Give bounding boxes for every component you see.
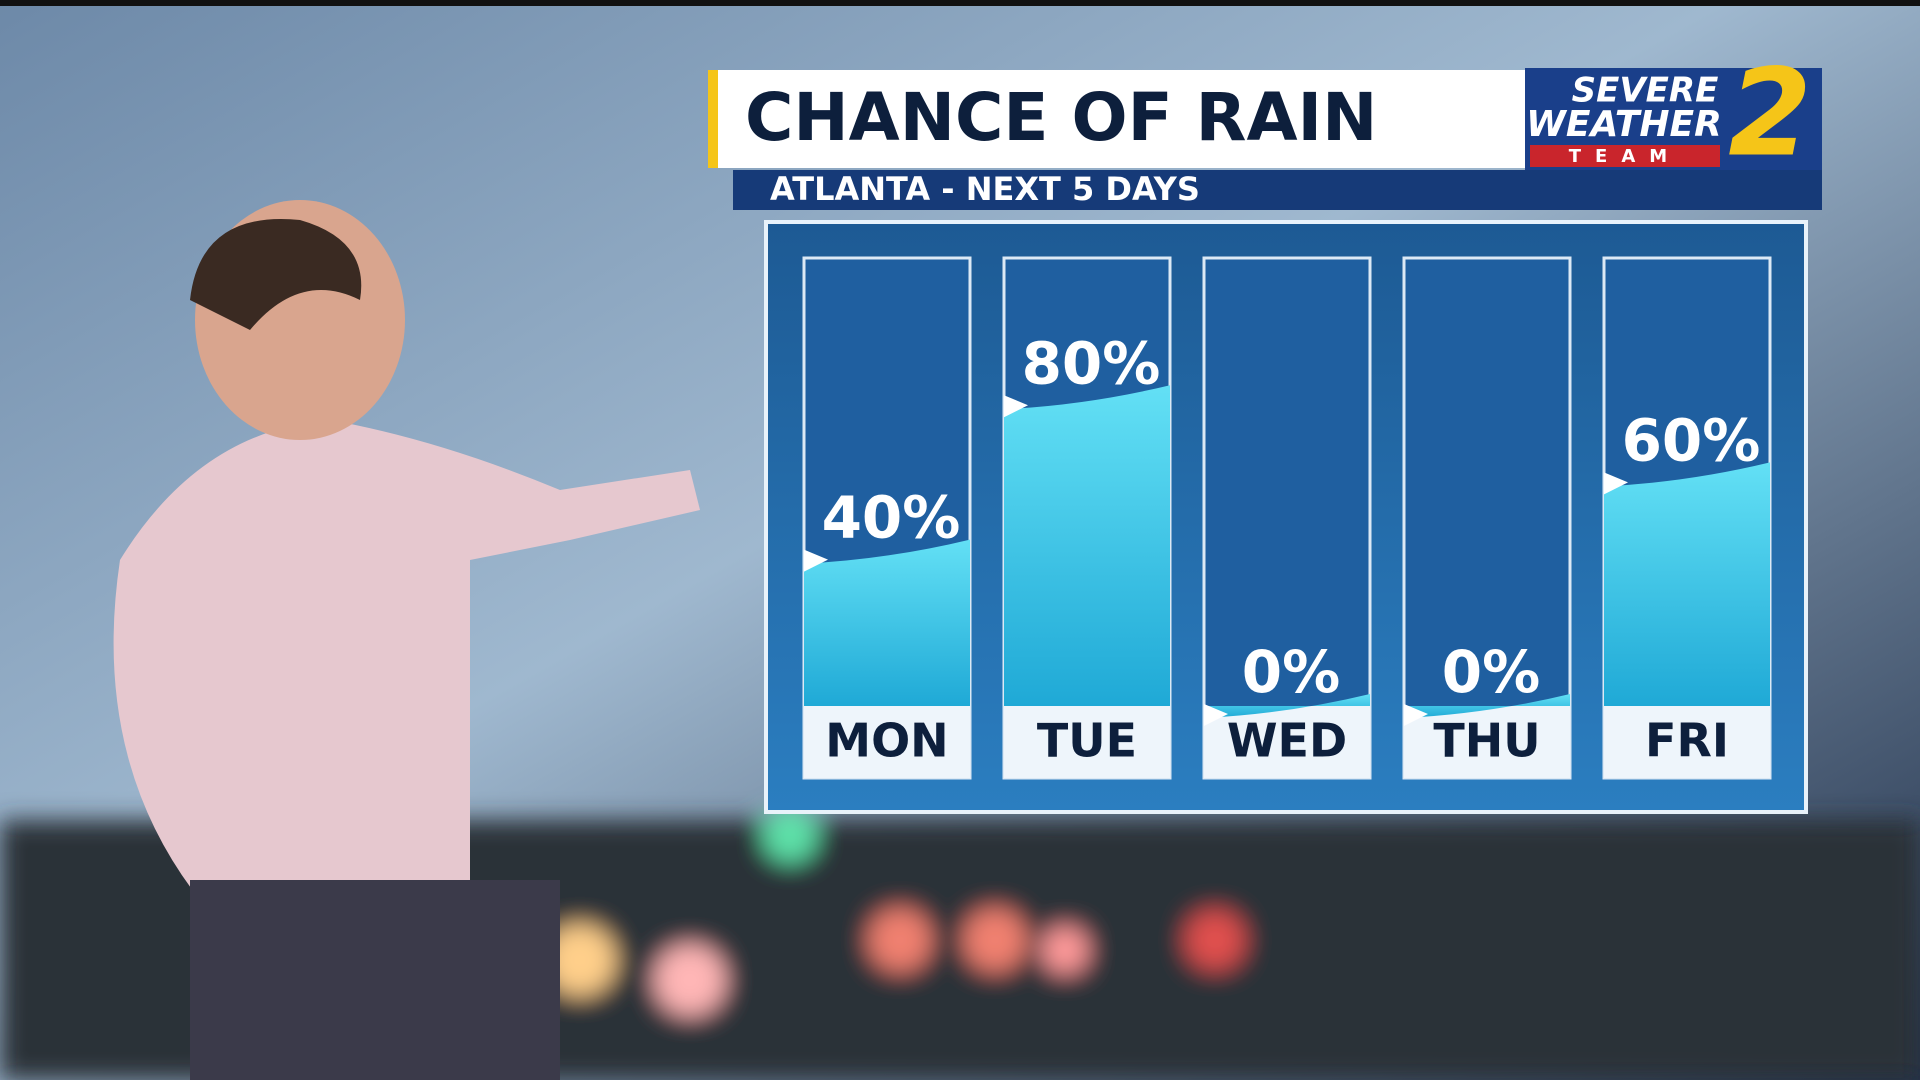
value-label: 0% xyxy=(1242,638,1340,706)
x-tick-label: MON xyxy=(825,714,948,768)
bar-frame xyxy=(1202,256,1372,780)
bar xyxy=(1404,694,1570,718)
level-pointer xyxy=(1204,704,1228,726)
subtitle-bar xyxy=(733,170,1822,210)
x-tick-label: THU xyxy=(1433,714,1540,768)
bar-frame xyxy=(1402,256,1572,780)
chart-subtitle: ATLANTA - NEXT 5 DAYS xyxy=(770,170,1200,208)
bar xyxy=(1604,462,1770,706)
level-pointer xyxy=(1404,704,1428,726)
label-area xyxy=(1004,706,1170,778)
label-area xyxy=(1204,706,1370,778)
value-label: 0% xyxy=(1442,638,1540,706)
logo-text: WEATHER xyxy=(1526,104,1722,145)
bar xyxy=(1004,385,1170,706)
presenter xyxy=(113,200,701,1080)
value-label: 40% xyxy=(822,484,961,552)
level-pointer xyxy=(1004,395,1028,418)
x-tick-label: FRI xyxy=(1645,714,1729,768)
level-pointer xyxy=(1604,472,1628,495)
logo-number: 2 xyxy=(1728,45,1812,184)
label-area xyxy=(804,706,970,778)
level-pointer xyxy=(804,549,828,572)
bar xyxy=(1204,694,1370,718)
title-box xyxy=(712,70,1525,168)
chart-title: CHANCE OF RAIN xyxy=(745,79,1377,156)
bar xyxy=(804,539,970,706)
logo-team-strip xyxy=(1530,145,1720,167)
logo-text: SEVERE xyxy=(1572,71,1719,111)
logo-text: TEAM xyxy=(1569,146,1681,167)
top-strip xyxy=(0,0,1920,6)
label-area xyxy=(1604,706,1770,778)
x-tick-label: WED xyxy=(1227,714,1347,768)
value-label: 60% xyxy=(1622,407,1761,475)
label-area xyxy=(1404,706,1570,778)
title-accent xyxy=(708,70,718,168)
x-tick-label: TUE xyxy=(1037,714,1137,768)
value-label: 80% xyxy=(1022,329,1161,397)
